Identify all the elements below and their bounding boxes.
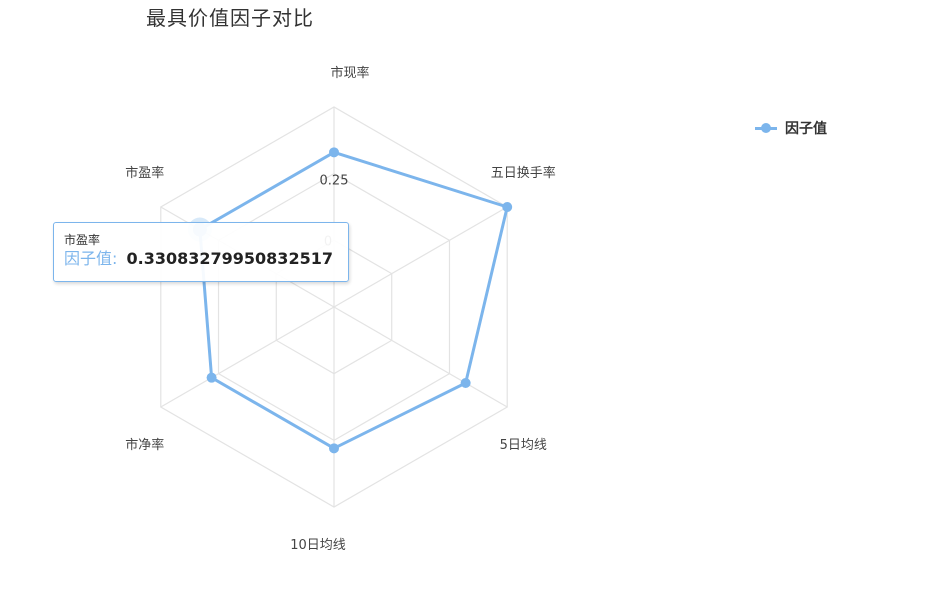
axis-label: 市现率 — [330, 65, 369, 81]
grid-spoke — [160, 306, 335, 408]
axis-label: 10日均线 — [290, 538, 346, 553]
radial-tick-label: 0.25 — [320, 174, 349, 189]
legend-label: 因子值 — [785, 121, 827, 137]
tooltip-row: 因子值: 0.33083279950832517 — [64, 248, 338, 270]
axis-label: 市净率 — [125, 437, 164, 453]
legend-marker-icon — [755, 122, 777, 134]
axis-labels: 五日换手率 5日均线 10日均线 市净率 市盈率 市现率 — [125, 65, 555, 553]
axis-label: 市盈率 — [125, 165, 164, 181]
grid-spoke — [333, 206, 508, 308]
data-point[interactable] — [329, 443, 339, 454]
tooltip-value: 0.33083279950832517 — [126, 249, 333, 268]
grid-spoke — [333, 306, 508, 408]
legend-item[interactable]: 因子值 — [755, 118, 827, 138]
data-point[interactable] — [329, 147, 339, 158]
series-line — [198, 150, 509, 450]
tooltip-category: 市盈率 — [64, 233, 101, 247]
axis-label: 五日换手率 — [491, 165, 556, 181]
data-point[interactable] — [502, 202, 513, 212]
data-point[interactable] — [206, 372, 217, 383]
axis-label: 5日均线 — [500, 438, 547, 453]
chart-title: 最具价值因子对比 — [146, 6, 314, 30]
data-point[interactable] — [460, 378, 471, 388]
tooltip: 市盈率 因子值: 0.33083279950832517 — [53, 222, 349, 282]
series-layer — [187, 147, 513, 454]
tooltip-series-label: 因子值: — [64, 249, 118, 268]
